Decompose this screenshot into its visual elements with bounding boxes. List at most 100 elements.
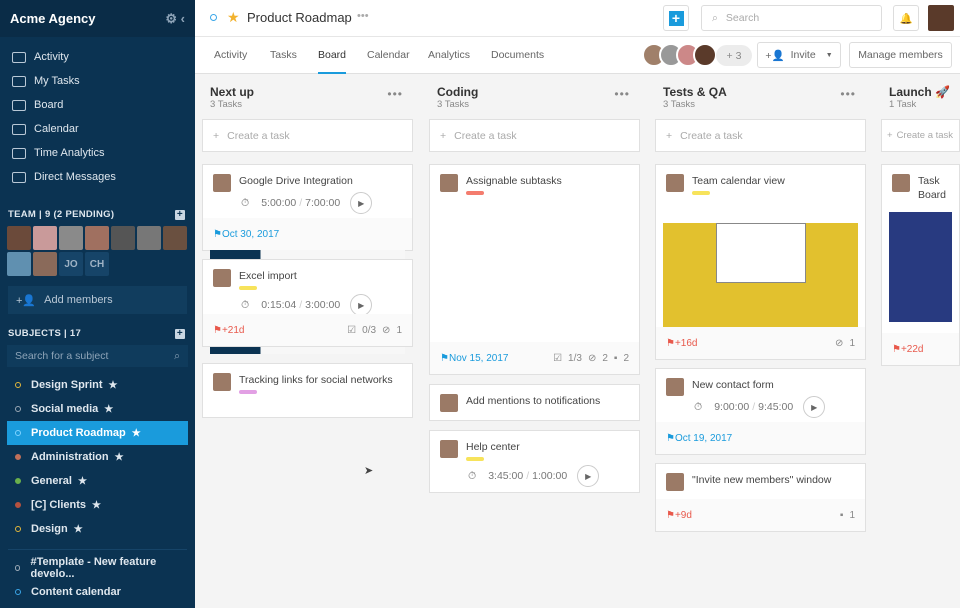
subject-item[interactable]: [C] Clients ★ (7, 493, 188, 517)
add-members-button[interactable]: +👤 Add members (8, 286, 187, 314)
task-card[interactable]: New contact form ⏱ 9:00:00 / 9:45:00 ▶ ⚑ Oct… (655, 368, 866, 455)
star-icon[interactable]: ★ (108, 379, 118, 391)
play-button[interactable]: ▶ (350, 294, 373, 316)
sidebar-item-my-tasks[interactable]: My Tasks (0, 69, 195, 93)
more-members-badge[interactable]: + 3 (716, 45, 752, 66)
task-card[interactable]: Tracking links for social networks (202, 363, 413, 418)
workspace-header[interactable]: Acme Agency ⚙ ‹ (0, 0, 195, 37)
column-count: 3 Tasks (663, 99, 696, 110)
tab-calendar[interactable]: Calendar (367, 49, 410, 61)
avatar-initials[interactable]: CH (85, 252, 109, 276)
overdue-days: +22d (900, 343, 924, 355)
more-members-label: + 3 (726, 49, 742, 62)
plus-icon: + (213, 129, 220, 142)
subject-item[interactable]: General ★ (7, 469, 188, 493)
tab-analytics[interactable]: Analytics (428, 49, 471, 61)
sidebar-item-board[interactable]: Board (0, 93, 195, 117)
subject-item[interactable]: Design ★ (7, 517, 188, 541)
column-title: Launch 🚀 (889, 85, 950, 99)
create-task-input[interactable]: + Create a task (202, 119, 413, 152)
column-menu-icon[interactable]: ••• (387, 87, 403, 101)
avatar[interactable] (33, 252, 57, 276)
stopwatch-icon: ⏱ (468, 469, 477, 482)
avatar[interactable] (111, 226, 135, 250)
sidebar-item-direct-messages[interactable]: Direct Messages (0, 165, 195, 189)
avatar[interactable] (137, 226, 161, 250)
subject-label: [C] Clients (31, 499, 86, 511)
play-button[interactable]: ▶ (350, 192, 373, 214)
create-task-input[interactable]: + Create a task (655, 119, 866, 152)
gear-icon[interactable]: ⚙ ‹ (165, 10, 185, 26)
add-team-icon[interactable]: + (175, 208, 185, 220)
avatar[interactable] (7, 252, 31, 276)
star-icon[interactable]: ★ (104, 403, 114, 415)
task-card[interactable]: Task Board ⚑ +22d (881, 164, 960, 366)
board-column: Coding 3 Tasks ••• + Create a task Assignable… (429, 75, 640, 608)
star-icon[interactable]: ★ (73, 523, 83, 535)
avatar[interactable] (85, 226, 109, 250)
assignee-avatar (666, 174, 684, 192)
avatar[interactable] (163, 226, 187, 250)
notifications-button[interactable]: 🔔 (893, 5, 919, 31)
add-subject-icon[interactable]: + (175, 327, 185, 339)
column-menu-icon[interactable]: ••• (614, 87, 630, 101)
task-tag (239, 286, 257, 290)
task-card[interactable]: "Invite new members" window ⚑ +9d ▪ 1 (655, 463, 866, 532)
sidebar-item-time-analytics[interactable]: Time Analytics (0, 141, 195, 165)
member-avatar[interactable] (693, 43, 717, 67)
sidebar-item-label: Direct Messages (34, 171, 116, 183)
subject-item[interactable]: Design Sprint ★ (7, 373, 188, 397)
sidebar-item-activity[interactable]: Activity (0, 45, 195, 69)
avatar-initials[interactable]: JO (59, 252, 83, 276)
manage-members-button[interactable]: Manage members (849, 42, 952, 68)
subject-search-input[interactable]: Search for a subject ⌕ (7, 345, 188, 367)
create-task-placeholder: Create a task (454, 129, 517, 142)
tab-tasks[interactable]: Tasks (270, 49, 297, 61)
star-icon[interactable]: ★ (131, 427, 141, 439)
search-icon: ⌕ (712, 11, 718, 24)
subject-item[interactable]: Content calendar (7, 580, 188, 604)
play-button[interactable]: ▶ (803, 396, 826, 418)
create-task-input[interactable]: + Create a task (429, 119, 640, 152)
column-count: 1 Task (889, 99, 917, 110)
star-icon[interactable]: ★ (227, 9, 240, 25)
tab-board[interactable]: Board (318, 37, 347, 74)
tab-documents[interactable]: Documents (491, 49, 545, 61)
subject-label: Content calendar (31, 586, 121, 598)
star-icon[interactable]: ★ (92, 499, 101, 511)
tab-activity[interactable]: Activity (214, 49, 248, 61)
task-card[interactable]: Assignable subtasks ⚑ Nov 15, 2017 ☑ 1/3 ⊘ … (429, 164, 640, 375)
assignee-avatar (666, 378, 684, 396)
attach-count: 1 (849, 337, 855, 349)
subjects-title: SUBJECTS | 17 (8, 328, 82, 339)
avatar[interactable] (33, 226, 57, 250)
invite-button[interactable]: +👤 Invite ▼ (757, 42, 841, 68)
user-avatar[interactable] (928, 5, 954, 31)
star-icon[interactable]: ★ (114, 451, 124, 463)
subject-item[interactable]: Product Roadmap ★ (7, 421, 188, 445)
column-count: 3 Tasks (437, 99, 470, 110)
subject-label: Social media (31, 403, 99, 415)
task-card[interactable]: Add mentions to notifications (429, 384, 640, 421)
play-button[interactable]: ▶ (577, 465, 600, 487)
star-icon[interactable]: ★ (77, 475, 87, 487)
subject-item[interactable]: #Template - New feature develo... (7, 556, 188, 580)
task-card[interactable]: Google Drive Integration ⏱ 5:00:00 / 7:00:… (202, 164, 413, 354)
task-card[interactable]: Team calendar view ⚑ +16d ⊘ 1 (655, 164, 866, 360)
avatar[interactable] (7, 226, 31, 250)
subject-dot-icon (15, 406, 21, 412)
avatar[interactable] (59, 226, 83, 250)
search-input[interactable]: ⌕ Search (701, 5, 882, 31)
create-task-input[interactable]: + Create a task (881, 119, 960, 152)
column-menu-icon[interactable]: ••• (840, 87, 856, 101)
add-button[interactable]: + (663, 5, 689, 31)
subject-item[interactable]: Social media ★ (7, 397, 188, 421)
task-card[interactable]: Help center ⏱ 3:45:00 / 1:00:00 ▶ (429, 430, 640, 493)
sidebar-item-calendar[interactable]: Calendar (0, 117, 195, 141)
team-header: TEAM | 9 (2 PENDING) + (0, 209, 195, 220)
mouse-cursor: ➤ (364, 465, 374, 477)
subject-item[interactable]: Administration ★ (7, 445, 188, 469)
card-footer: ⚑ Oct 19, 2017 (656, 422, 865, 454)
task-card[interactable]: Excel import ⏱ 0:15:04 / 3:00:00 ▶ ⚑ +21d ☑ 0… (202, 259, 413, 347)
more-icon[interactable]: ••• (357, 10, 369, 22)
